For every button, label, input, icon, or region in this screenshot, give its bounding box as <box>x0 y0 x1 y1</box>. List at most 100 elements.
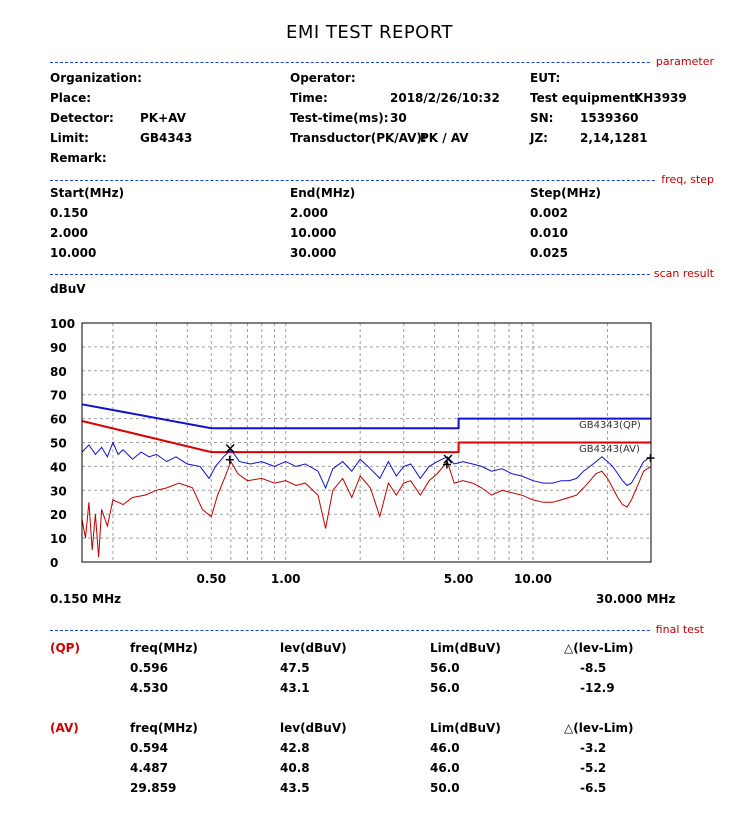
av-label: (AV) <box>50 721 79 735</box>
section-label-scan-result: scan result <box>649 267 714 280</box>
table-cell: 50.0 <box>430 781 460 795</box>
eut-label: EUT: <box>530 71 561 85</box>
table-cell: -3.2 <box>580 741 607 755</box>
y-tick-label: 40 <box>50 460 67 474</box>
table-cell: -8.5 <box>580 661 607 675</box>
qp-label: (QP) <box>50 641 80 655</box>
table-cell: 56.0 <box>430 681 460 695</box>
av-delta-header: △(lev-Lim) <box>564 721 634 735</box>
table-cell: -12.9 <box>580 681 615 695</box>
table-cell: 29.859 <box>130 781 177 795</box>
qp-lev-header: lev(dBuV) <box>280 641 347 655</box>
table-cell: 30.000 <box>290 246 337 260</box>
limit-value: GB4343 <box>140 131 193 145</box>
scan-trace-average <box>81 460 652 558</box>
qp-freq-header: freq(MHz) <box>130 641 198 655</box>
place-label: Place: <box>50 91 92 105</box>
limit-line-qp <box>81 403 651 430</box>
start-header: Start(MHz) <box>50 186 125 200</box>
av-freq-header: freq(MHz) <box>130 721 198 735</box>
limit-label-av: GB4343(AV) <box>579 444 640 455</box>
y-tick-label: 50 <box>50 437 67 451</box>
section-divider <box>50 274 700 275</box>
section-divider <box>50 62 700 63</box>
marker-qp <box>443 454 453 464</box>
time-value: 2018/2/26/10:32 <box>390 91 500 105</box>
limit-label: Limit: <box>50 131 89 145</box>
report-title: EMI TEST REPORT <box>286 22 454 43</box>
table-cell: 2.000 <box>290 206 328 220</box>
test-equipment-value: KH3939 <box>634 91 687 105</box>
table-cell: 10.000 <box>50 246 97 260</box>
av-lim-header: Lim(dBuV) <box>430 721 501 735</box>
marker-qp <box>225 443 235 454</box>
table-cell: -6.5 <box>580 781 607 795</box>
marker-av <box>225 455 234 464</box>
table-cell: 0.596 <box>130 661 168 675</box>
table-cell: 10.000 <box>290 226 337 240</box>
table-cell: 0.025 <box>530 246 568 260</box>
sn-label: SN: <box>530 111 554 125</box>
x-tick-label: 1.00 <box>271 572 301 586</box>
y-tick-label: 0 <box>50 556 58 570</box>
organization-label: Organization: <box>50 71 142 85</box>
marker-av <box>442 460 451 469</box>
table-cell: 47.5 <box>280 661 310 675</box>
table-cell: 0.010 <box>530 226 568 240</box>
transductor-label: Transductor(PK/AV): <box>290 131 427 145</box>
detector-label: Detector: <box>50 111 114 125</box>
table-cell: 46.0 <box>430 761 460 775</box>
table-cell: 0.150 <box>50 206 88 220</box>
y-tick-label: 100 <box>50 317 75 331</box>
jz-value: 2,14,1281 <box>580 131 648 145</box>
table-cell: -5.2 <box>580 761 607 775</box>
table-cell: 46.0 <box>430 741 460 755</box>
marker-av <box>646 454 655 463</box>
x-tick-label: 0.50 <box>196 572 226 586</box>
y-tick-label: 70 <box>50 389 67 403</box>
x-end-label: 30.000 MHz <box>596 592 676 606</box>
av-lev-header: lev(dBuV) <box>280 721 347 735</box>
y-tick-label: 60 <box>50 413 67 427</box>
x-tick-label: 10.00 <box>514 572 552 586</box>
scan-trace-peak <box>81 441 652 490</box>
operator-label: Operator: <box>290 71 356 85</box>
limit-label-qp: GB4343(QP) <box>579 420 641 431</box>
chart-y-unit: dBuV <box>50 282 86 296</box>
y-tick-label: 90 <box>50 341 67 355</box>
section-divider <box>50 630 700 631</box>
marker-stroke <box>225 443 235 454</box>
qp-lim-header: Lim(dBuV) <box>430 641 501 655</box>
table-cell: 4.487 <box>130 761 168 775</box>
table-cell: 42.8 <box>280 741 310 755</box>
table-cell: 0.002 <box>530 206 568 220</box>
table-cell: 4.530 <box>130 681 168 695</box>
time-label: Time: <box>290 91 328 105</box>
transductor-value: PK / AV <box>420 131 469 145</box>
test-equipment-label: Test equipment: <box>530 91 640 105</box>
x-start-label: 0.150 MHz <box>50 592 122 606</box>
table-cell: 43.1 <box>280 681 310 695</box>
step-header: Step(MHz) <box>530 186 602 200</box>
detector-value: PK+AV <box>140 111 186 125</box>
table-cell: 56.0 <box>430 661 460 675</box>
sn-value: 1539360 <box>580 111 639 125</box>
test-time-value: 30 <box>390 111 407 125</box>
remark-label: Remark: <box>50 151 107 165</box>
table-cell: 0.594 <box>130 741 168 755</box>
limit-line-av <box>81 420 651 454</box>
y-tick-label: 30 <box>50 484 67 498</box>
marker-stroke <box>443 454 453 464</box>
table-cell: 2.000 <box>50 226 88 240</box>
y-tick-label: 80 <box>50 365 67 379</box>
test-time-label: Test-time(ms): <box>290 111 389 125</box>
plot-frame <box>81 322 652 563</box>
section-label-final-test: final test <box>651 623 704 636</box>
y-tick-label: 10 <box>50 532 67 546</box>
section-label-parameter: parameter <box>651 55 714 68</box>
table-cell: 40.8 <box>280 761 310 775</box>
qp-delta-header: △(lev-Lim) <box>564 641 634 655</box>
jz-label: JZ: <box>530 131 548 145</box>
y-tick-label: 20 <box>50 508 67 522</box>
